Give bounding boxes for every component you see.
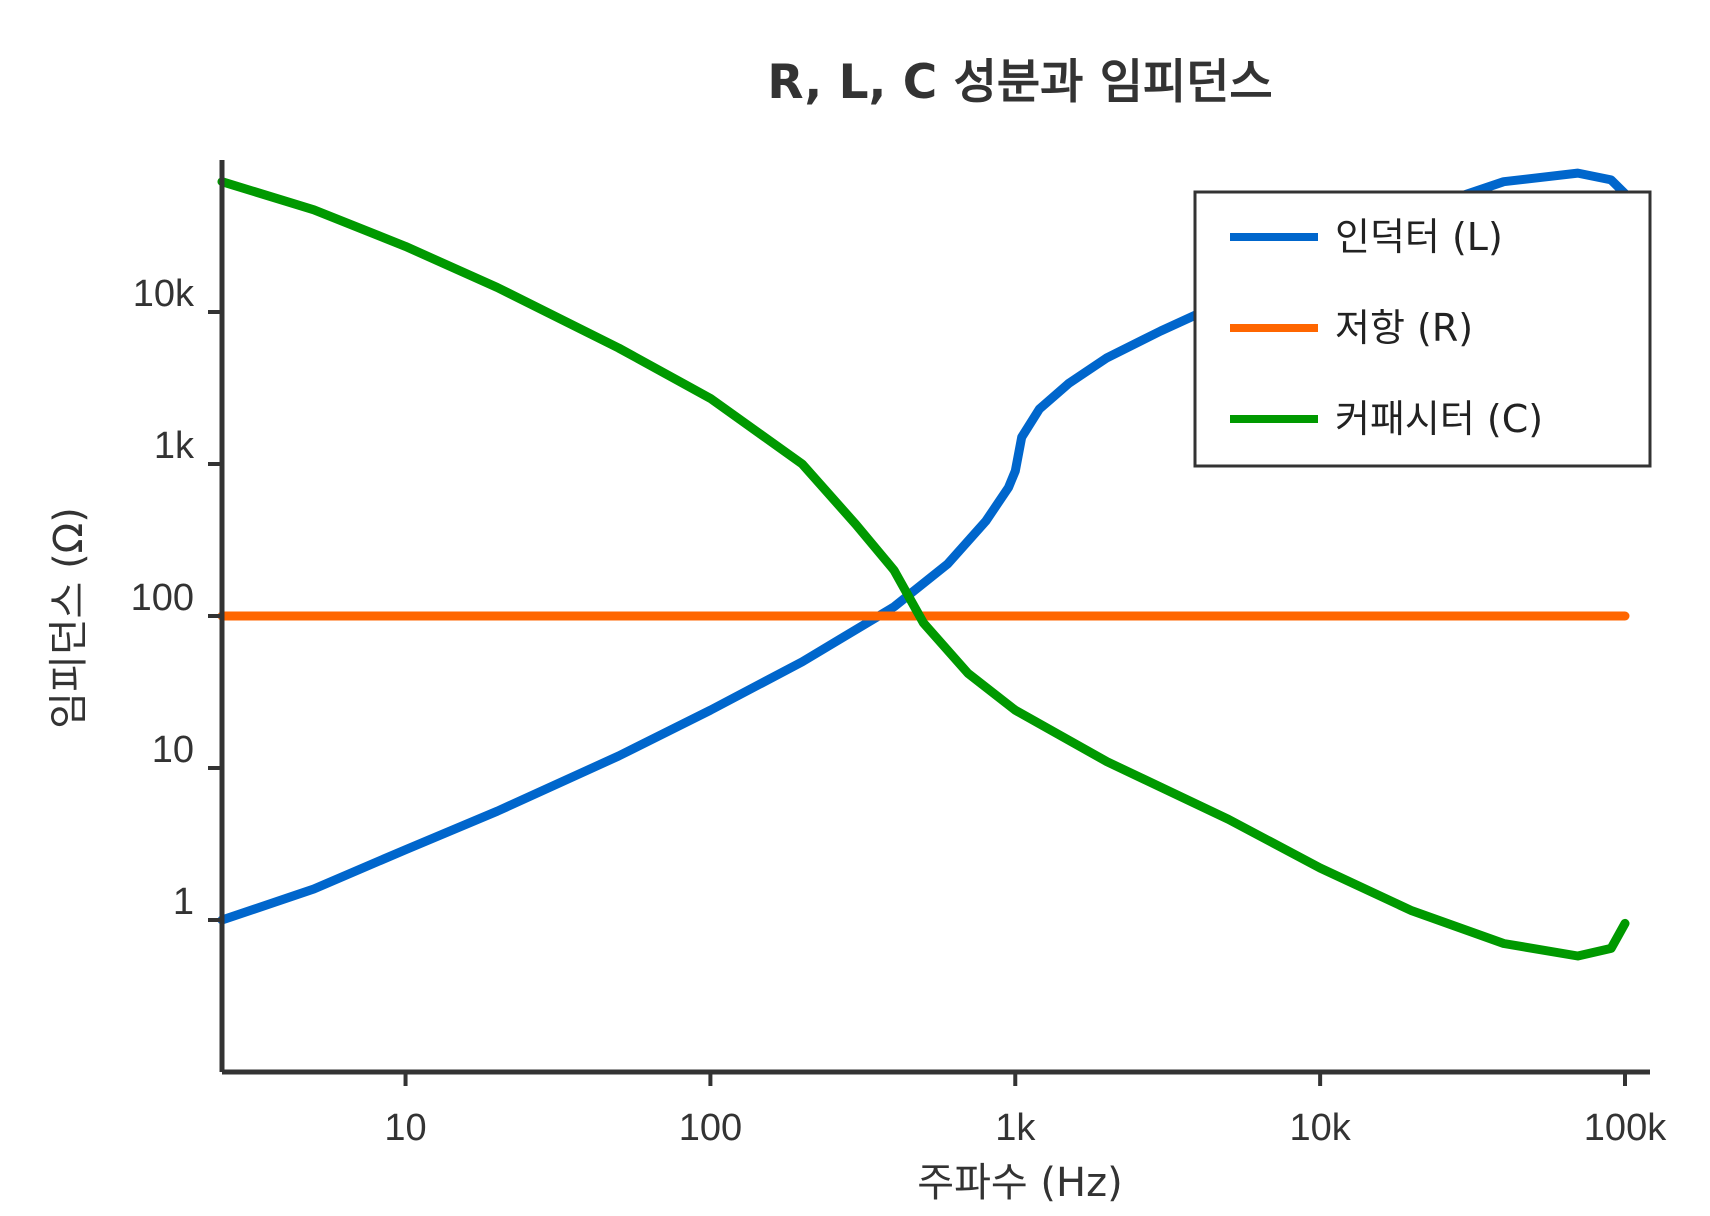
y-tick-label: 100 <box>131 577 194 619</box>
y-tick-label: 10k <box>133 273 195 315</box>
legend-label-2: 커패시터 (C) <box>1335 397 1543 441</box>
x-axis-label: 주파수 (Hz) <box>917 1160 1122 1206</box>
series-line-2 <box>217 177 1630 961</box>
x-tick-label: 1k <box>995 1107 1036 1149</box>
legend: 인덕터 (L) 저항 (R) 커패시터 (C) <box>1193 190 1652 468</box>
y-tick-label: 1k <box>154 425 195 467</box>
x-tick-label: 100k <box>1584 1107 1667 1149</box>
y-tick-label: 10 <box>152 729 194 771</box>
y-tick-label: 1 <box>173 881 194 923</box>
ticks: 10 100 1k 10k 100k 1 10 100 1k 10k <box>131 273 1668 1149</box>
legend-label-0: 인덕터 (L) <box>1335 215 1503 259</box>
chart-title: R, L, C 성분과 임피던스 <box>767 55 1272 110</box>
legend-label-1: 저항 (R) <box>1335 306 1473 350</box>
x-tick-label: 10k <box>1289 1107 1351 1149</box>
legend-items: 인덕터 (L) 저항 (R) 커패시터 (C) <box>1230 215 1543 441</box>
x-tick-label: 100 <box>679 1107 742 1149</box>
y-axis-label: 임피던스 (Ω) <box>46 507 92 729</box>
x-tick-label: 10 <box>384 1107 426 1149</box>
